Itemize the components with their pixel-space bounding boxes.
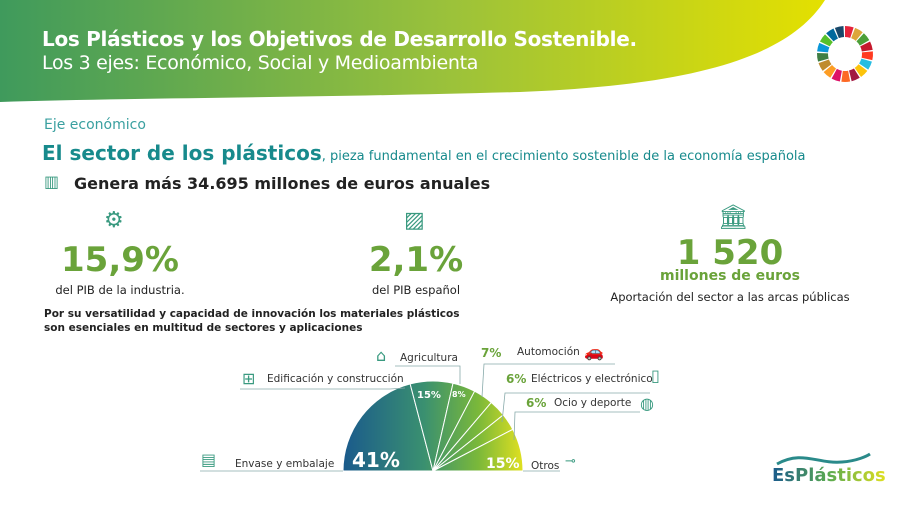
sdg-segment	[849, 68, 860, 82]
pct-electricos: 6%	[506, 372, 527, 386]
pct-ocio: 6%	[526, 396, 547, 410]
sdg-segment	[834, 26, 845, 39]
stat-gdp-caption: del PIB español	[371, 283, 461, 297]
sdg-segment	[831, 68, 842, 82]
sectors-paragraph: Por su versatilidad y capacidad de innov…	[44, 308, 460, 334]
sdg-segment	[854, 64, 868, 77]
chart-slice-0	[342, 383, 434, 472]
stat-industry-value: 15,9%	[61, 240, 179, 280]
esplasticos-logo: EsPlásticos	[772, 465, 886, 486]
sdg-segment	[851, 27, 863, 41]
sdg-wheel-logo	[817, 26, 873, 82]
sdg-segment	[818, 59, 832, 71]
stat-tax-caption: Aportación del sector a las arcas públic…	[610, 290, 850, 304]
stat-tax-value: 1 520	[676, 233, 784, 273]
car-icon: 🚗	[584, 342, 604, 361]
sdg-segment	[856, 33, 870, 46]
page-title: Los Plásticos y los Objetivos de Desarro…	[42, 27, 637, 51]
syringe-icon: ⊸	[565, 454, 576, 469]
slice-label-edificacion: 15%	[417, 390, 441, 401]
section-label: Eje económico	[44, 117, 146, 133]
logo-wave	[776, 452, 871, 466]
category-agricultura: Agricultura	[400, 352, 458, 364]
stat-tax-unit: millones de euros	[660, 268, 800, 284]
sdg-segment	[860, 41, 873, 52]
slice-label-agricultura: 8%	[452, 390, 466, 399]
sdg-segment	[819, 34, 833, 47]
sdg-segment	[841, 70, 851, 82]
sdg-segment	[861, 51, 873, 61]
category-otros: Otros	[531, 460, 560, 472]
sdg-segment	[817, 52, 829, 62]
stat-industry-caption: del PIB de la industria.	[55, 283, 185, 297]
category-electricos: Eléctricos y electrónico	[531, 373, 653, 385]
phone-icon: ▯	[651, 366, 660, 385]
window-icon: ⊞	[242, 369, 256, 388]
page-subtitle: Los 3 ejes: Económico, Social y Medioamb…	[42, 52, 479, 74]
factory-conveyor-icon: ⚙	[104, 208, 124, 233]
header-banner	[0, 0, 825, 102]
volleyball-icon: ◍	[640, 394, 654, 413]
sdg-segment	[859, 58, 872, 70]
category-edificacion: Edificación y construcción	[267, 373, 404, 385]
spain-map-icon: ▨	[404, 208, 425, 233]
coins-growth-icon: ▥	[44, 172, 60, 191]
slice-label-envase: 41%	[352, 448, 400, 472]
sdg-segment	[826, 28, 838, 42]
leader-lines	[200, 363, 650, 472]
sdg-segment	[823, 64, 837, 78]
category-automocion: Automoción	[517, 346, 580, 358]
packaging-icon: ▤	[201, 450, 217, 469]
sdg-segment	[845, 26, 854, 38]
sdg-segment	[817, 42, 830, 53]
category-ocio: Ocio y deporte	[554, 397, 632, 409]
section-headline: El sector de los plásticos, pieza fundam…	[42, 141, 806, 165]
bank-building-icon: 🏛	[718, 203, 749, 231]
greenhouse-icon: ⌂	[376, 346, 387, 365]
pct-automocion: 7%	[481, 346, 502, 360]
slice-label-otros: 15%	[486, 456, 520, 472]
revenue-statement: Genera más 34.695 millones de euros anua…	[74, 174, 491, 193]
stat-gdp-value: 2,1%	[368, 240, 464, 280]
category-envase: Envase y embalaje	[235, 458, 335, 470]
